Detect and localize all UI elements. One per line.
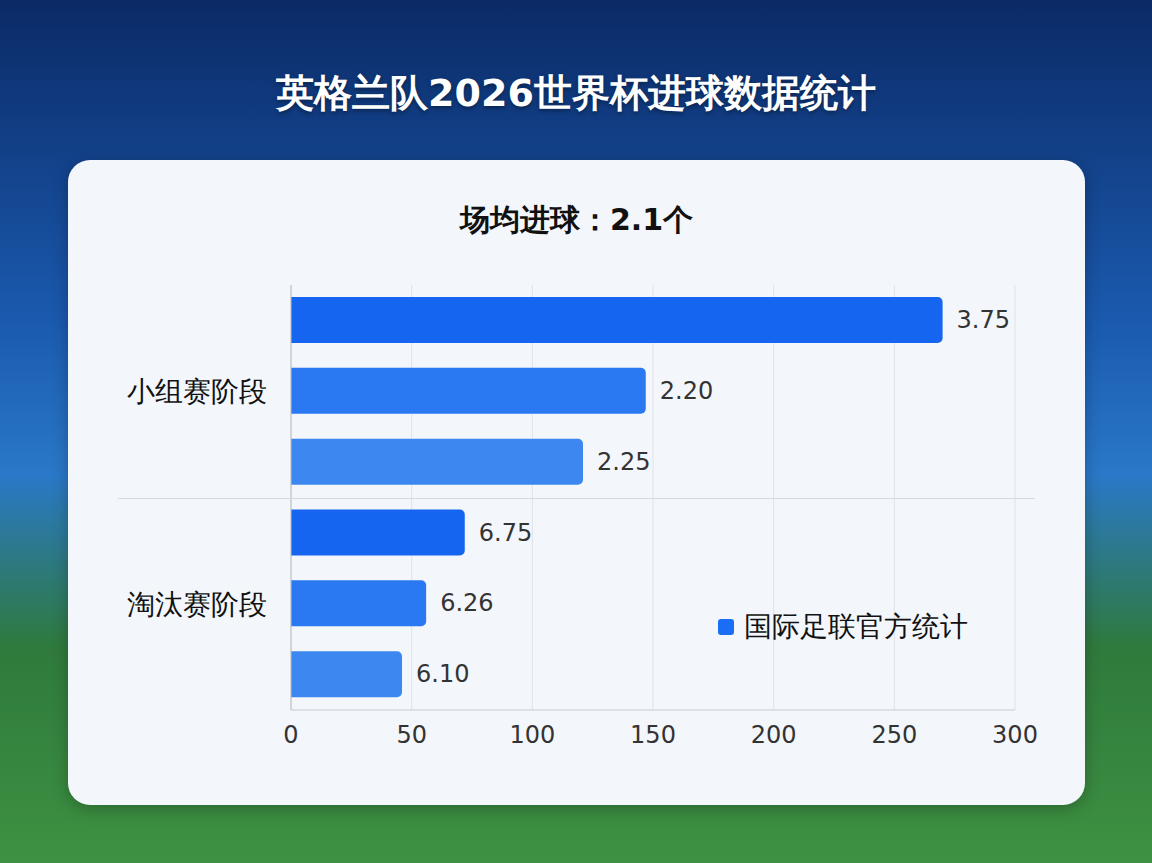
- svg-text:50: 50: [396, 721, 427, 749]
- svg-text:0: 0: [283, 721, 298, 749]
- svg-text:6.75: 6.75: [479, 519, 532, 547]
- svg-text:250: 250: [871, 721, 917, 749]
- svg-text:2.25: 2.25: [597, 448, 650, 476]
- svg-text:300: 300: [992, 721, 1038, 749]
- html-text:场均进球：2.1个: 场均进球：2.1个: [459, 202, 694, 237]
- svg-text:3.75: 3.75: [957, 306, 1010, 334]
- svg-text:6.10: 6.10: [416, 660, 469, 688]
- svg-text:200: 200: [751, 721, 797, 749]
- svg-text:150: 150: [630, 721, 676, 749]
- svg-text:淘汰赛阶段: 淘汰赛阶段: [127, 588, 267, 621]
- svg-text:2.20: 2.20: [660, 377, 713, 405]
- svg-text:6.26: 6.26: [440, 589, 493, 617]
- html-text:英格兰队2026世界杯进球数据统计: 英格兰队2026世界杯进球数据统计: [276, 71, 876, 115]
- svg-text:100: 100: [509, 721, 555, 749]
- svg-text:小组赛阶段: 小组赛阶段: [127, 375, 267, 408]
- html-text:国际足联官方统计: 国际足联官方统计: [744, 610, 968, 643]
